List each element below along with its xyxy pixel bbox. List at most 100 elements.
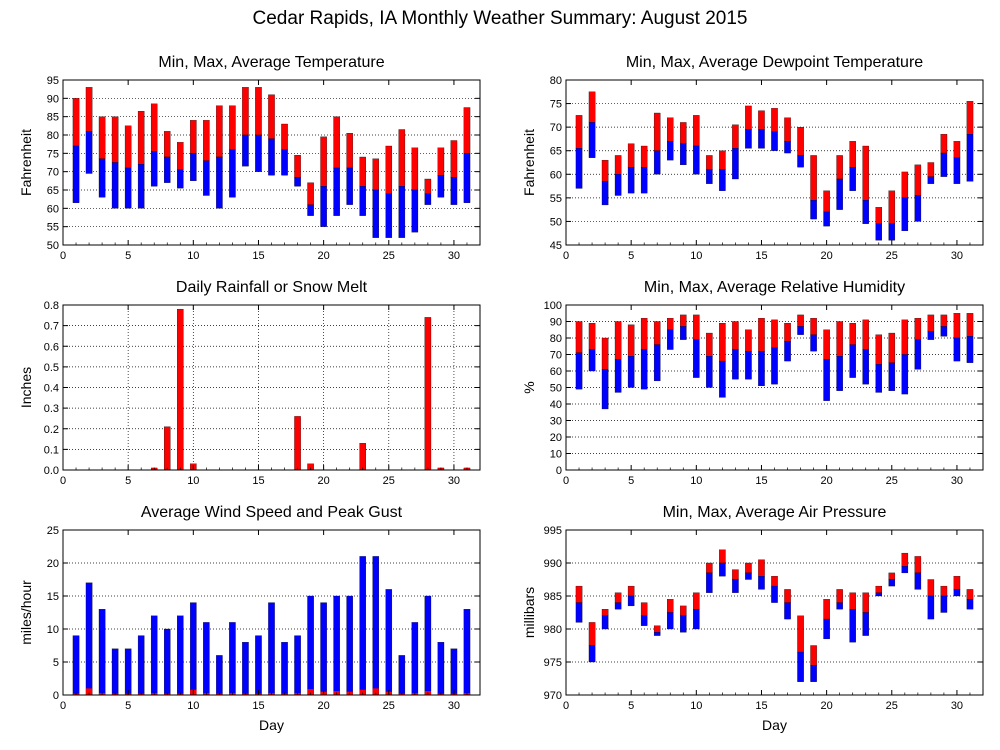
bar-upper-dewpoint [966, 101, 974, 135]
xtick-label: 10 [187, 700, 199, 712]
bar-upper-dewpoint [797, 126, 804, 156]
y-axis-label-rainfall: Inches [18, 367, 34, 408]
bar-lower-pressure [680, 615, 687, 633]
bar-rain [359, 443, 366, 471]
bar-upper-dewpoint [588, 91, 596, 123]
bar-upper-dewpoint [719, 150, 726, 170]
xtick-label: 30 [448, 250, 460, 262]
bar-lower-pressure [771, 585, 778, 603]
ytick-label: 55 [47, 222, 59, 234]
bar-upper-temperature [333, 116, 340, 169]
ytick-label: 0.8 [44, 300, 59, 312]
bar-upper-humidity [875, 334, 883, 365]
bar-lower-dewpoint [966, 134, 974, 182]
chart-title-rainfall: Daily Rainfall or Snow Melt [176, 279, 368, 296]
bar-upper-dewpoint [784, 117, 791, 142]
bar-lower-pressure [888, 579, 896, 587]
bar-lower-pressure [875, 592, 883, 597]
bar-upper-humidity [771, 319, 778, 349]
ytick-label: 980 [544, 624, 562, 636]
xtick-label: 20 [821, 700, 833, 712]
bar-lower-temperature [268, 138, 275, 176]
bar-gust [85, 582, 93, 696]
ytick-label: 45 [550, 240, 562, 252]
bar-upper-humidity [588, 322, 596, 350]
bar-lower-dewpoint [836, 178, 843, 210]
bar-lower-humidity [745, 351, 752, 380]
ytick-label: 60 [550, 366, 562, 378]
bar-upper-temperature [124, 125, 132, 169]
chart-title-humidity: Min, Max, Average Relative Humidity [644, 279, 905, 296]
bar-lower-pressure [588, 645, 596, 663]
bar-gust [346, 595, 353, 696]
bar-upper-pressure [706, 562, 713, 574]
bar-gust [255, 635, 262, 696]
bar-upper-pressure [836, 589, 843, 603]
bar-lower-pressure [732, 579, 739, 593]
bar-gust [111, 648, 119, 696]
bar-upper-pressure [927, 579, 935, 597]
bar-upper-pressure [940, 585, 948, 597]
bar-lower-pressure [667, 612, 674, 630]
xtick-label: 30 [951, 250, 963, 262]
ytick-label: 55 [550, 193, 562, 205]
bar-lower-humidity [875, 364, 883, 393]
ytick-label: 985 [544, 591, 562, 603]
bar-lower-dewpoint [927, 176, 935, 184]
ytick-label: 15 [47, 591, 59, 603]
chart-panel-dewpoint: 45 50 55 60 65 70 75 80 0 5 10 15 20 25 30 Min, Max, Av… [521, 54, 984, 262]
ytick-label: 0.5 [44, 362, 59, 374]
xtick-label: 5 [125, 475, 131, 487]
y-axis-label-humidity: % [521, 381, 537, 393]
bar-upper-humidity [667, 318, 674, 330]
bar-upper-pressure [575, 585, 583, 603]
bar-lower-temperature [411, 189, 419, 233]
xtick-label: 30 [951, 475, 963, 487]
bar-upper-pressure [758, 559, 765, 577]
bar-lower-pressure [849, 609, 856, 643]
bar-lower-dewpoint [640, 167, 648, 194]
bar-lower-humidity [575, 352, 583, 390]
bar-upper-temperature [137, 111, 145, 165]
xtick-label: 15 [755, 250, 767, 262]
bar-lower-humidity [823, 359, 830, 401]
bar-upper-humidity [862, 319, 869, 350]
bar-lower-pressure [810, 665, 817, 682]
bar-lower-dewpoint [693, 145, 700, 175]
ytick-label: 20 [47, 558, 59, 570]
ytick-label: 90 [550, 317, 562, 329]
bar-gust [72, 635, 80, 696]
xtick-label: 25 [886, 475, 898, 487]
bar-upper-humidity [966, 313, 974, 337]
bar-upper-pressure [680, 605, 687, 616]
bar-gust [216, 655, 223, 696]
bar-upper-humidity [810, 318, 817, 335]
bar-upper-pressure [914, 556, 922, 574]
bar-upper-pressure [888, 572, 896, 580]
bar-lower-temperature [424, 193, 432, 205]
bar-gust [163, 628, 171, 696]
bar-lower-pressure [784, 602, 791, 620]
bar-lower-dewpoint [823, 211, 830, 227]
bar-lower-pressure [797, 651, 804, 682]
bar-upper-humidity [888, 332, 896, 363]
bar-lower-pressure [719, 562, 726, 577]
bar-upper-temperature [190, 120, 197, 154]
bar-upper-pressure [875, 585, 883, 593]
chart-panel-temperature: 50 55 60 65 70 75 80 85 90 95 0 5 10 15 20 25 30 Min, Max… [18, 54, 481, 262]
xtick-label: 0 [563, 250, 569, 262]
bar-lower-pressure [862, 612, 869, 636]
bar-lower-humidity [836, 355, 843, 391]
bar-lower-humidity [601, 369, 609, 410]
bar-lower-temperature [450, 177, 458, 205]
bar-upper-dewpoint [810, 155, 817, 201]
chart-title-temperature: Min, Max, Average Temperature [158, 54, 384, 71]
bar-lower-temperature [333, 167, 340, 216]
bar-upper-temperature [385, 145, 393, 194]
xtick-label: 25 [886, 700, 898, 712]
bar-lower-humidity [797, 326, 804, 335]
bar-upper-dewpoint [640, 145, 648, 168]
xtick-label: 15 [755, 700, 767, 712]
bar-upper-dewpoint [601, 159, 609, 182]
